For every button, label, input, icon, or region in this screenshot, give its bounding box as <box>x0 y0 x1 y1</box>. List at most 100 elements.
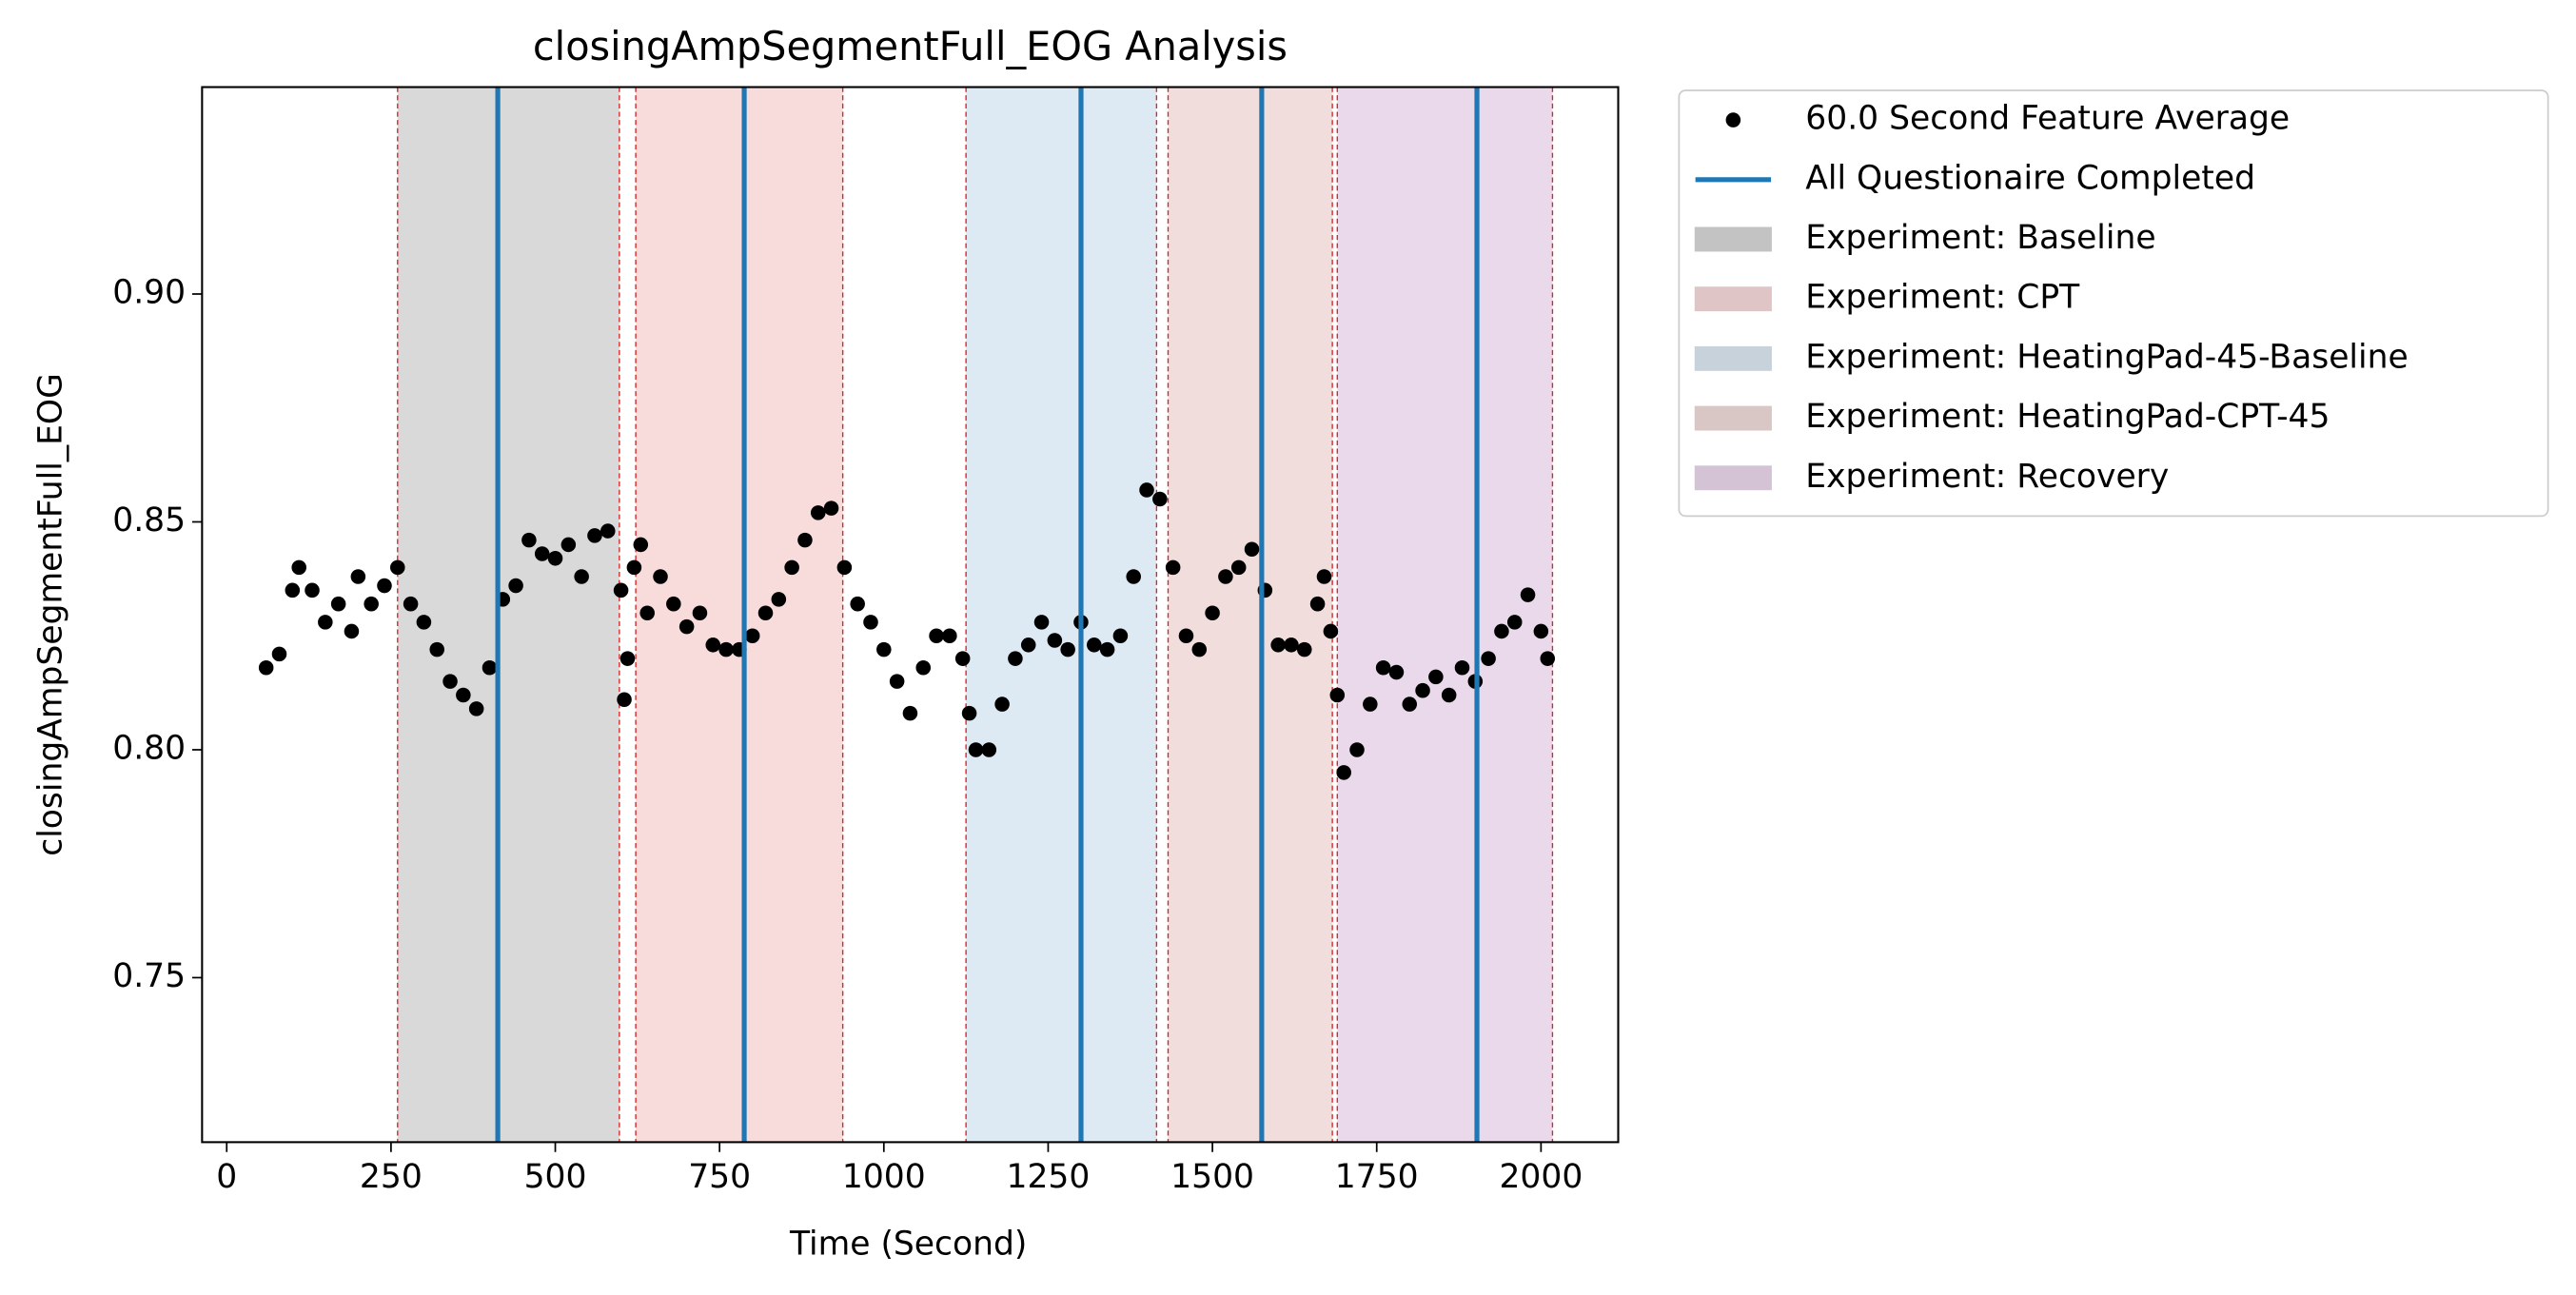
y-tick-label: 0.85 <box>112 501 186 540</box>
legend-marker <box>1725 112 1741 128</box>
point <box>639 605 655 621</box>
legend-patch <box>1694 286 1772 312</box>
chart-title: closingAmpSegmentFull_EOG Analysis <box>533 24 1288 69</box>
point <box>619 651 636 666</box>
point <box>508 578 523 594</box>
legend-label: Experiment: HeatingPad-CPT-45 <box>1805 398 2330 436</box>
point <box>442 674 458 689</box>
span <box>636 87 843 1143</box>
point <box>744 628 760 644</box>
legend-label: All Questionaire Completed <box>1805 159 2255 197</box>
point <box>1316 569 1332 584</box>
x-tick-label: 1500 <box>1170 1158 1254 1196</box>
point <box>468 701 484 716</box>
x-tick-label: 1000 <box>842 1158 926 1196</box>
point <box>810 505 826 520</box>
point <box>482 659 498 676</box>
point <box>258 659 274 676</box>
legend-label: Experiment: HeatingPad-45-Baseline <box>1805 338 2408 376</box>
legend-patch <box>1694 345 1772 371</box>
point <box>1415 682 1430 698</box>
legend-patch <box>1694 465 1772 491</box>
point <box>330 596 346 612</box>
point <box>876 641 892 657</box>
legend-label: Experiment: Baseline <box>1805 219 2155 257</box>
point <box>1126 569 1141 584</box>
point <box>666 596 681 612</box>
y-axis-label: closingAmpSegmentFull_EOG <box>32 373 70 856</box>
span <box>1168 87 1333 1143</box>
point <box>1270 638 1286 653</box>
point <box>797 532 813 548</box>
point <box>617 692 632 708</box>
legend-box <box>1678 89 2549 518</box>
point <box>1178 628 1194 644</box>
point <box>1349 742 1365 757</box>
point <box>1428 669 1444 685</box>
point <box>1047 633 1063 648</box>
point <box>968 742 984 757</box>
point <box>1388 664 1405 680</box>
point <box>1020 638 1036 653</box>
point <box>850 596 865 612</box>
legend-patch <box>1694 226 1772 252</box>
point <box>1139 482 1154 498</box>
legend-label: 60.0 Second Feature Average <box>1805 100 2290 138</box>
x-tick-label: 2000 <box>1499 1158 1583 1196</box>
point <box>291 559 306 576</box>
point <box>1540 651 1556 666</box>
point <box>954 651 971 666</box>
point <box>1218 569 1233 584</box>
point <box>889 674 905 689</box>
point <box>613 582 629 598</box>
x-tick-label: 750 <box>688 1158 751 1196</box>
point <box>771 592 787 607</box>
point <box>653 569 668 584</box>
point <box>981 742 997 757</box>
point <box>692 605 708 621</box>
point <box>403 596 419 612</box>
point <box>678 618 695 635</box>
point <box>429 641 444 657</box>
legend-label: Experiment: CPT <box>1805 279 2080 317</box>
point <box>915 659 932 676</box>
axes-frame <box>201 86 1620 1144</box>
legend-label: Experiment: Recovery <box>1805 458 2169 496</box>
point <box>1506 615 1523 630</box>
point <box>305 582 320 598</box>
legend: 60.0 Second Feature Average All Questiona… <box>1694 100 2409 496</box>
point <box>1087 638 1102 653</box>
point <box>1441 687 1457 703</box>
point <box>1191 641 1208 657</box>
point <box>929 628 944 644</box>
point <box>823 500 839 516</box>
y-tick-label: 0.90 <box>112 273 186 311</box>
point <box>1481 651 1496 666</box>
point <box>836 559 853 576</box>
point <box>1008 651 1023 666</box>
point <box>534 546 550 561</box>
point <box>1454 659 1470 676</box>
x-tick-label: 1750 <box>1335 1158 1419 1196</box>
point <box>1363 697 1378 712</box>
point <box>271 646 287 662</box>
point <box>1230 559 1247 576</box>
point <box>1402 697 1418 712</box>
span <box>966 87 1157 1143</box>
point <box>961 705 977 721</box>
point <box>456 687 471 703</box>
point <box>1033 615 1050 630</box>
point <box>560 537 577 553</box>
point <box>1284 638 1299 653</box>
point <box>1336 765 1351 780</box>
point <box>863 615 878 630</box>
point <box>1205 605 1220 621</box>
point <box>1309 596 1326 612</box>
x-tick-label: 0 <box>216 1158 237 1196</box>
point <box>902 705 918 721</box>
x-axis-label: Time (Second) <box>789 1226 1027 1264</box>
point <box>1244 541 1260 557</box>
y-tick-label: 0.80 <box>112 729 186 767</box>
point <box>364 596 379 612</box>
